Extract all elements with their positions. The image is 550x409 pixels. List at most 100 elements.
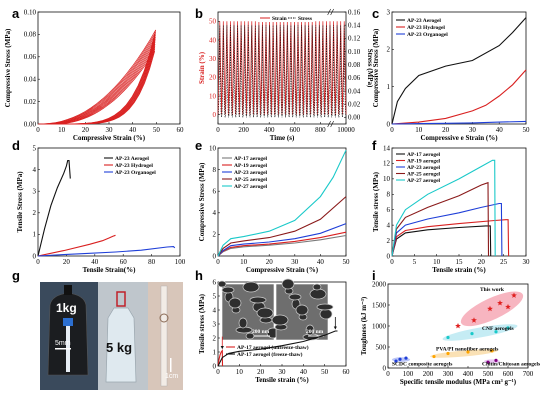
legend-entry-2: AP-19 aerogel (234, 163, 268, 169)
x-tick-label: 30 (469, 126, 477, 134)
sem-pore (271, 314, 289, 326)
x-tick-label: 200 (423, 370, 434, 378)
panel-letter-c: c (372, 6, 379, 21)
y-tick-label: 2000 (372, 280, 387, 288)
y2-tick-label: 0.00 (348, 114, 361, 122)
chart-c: 0 10 20 30 40 50 0 1 2 3 Compressive e Strain (%) C… (372, 8, 530, 142)
label-1kg: 1kg (56, 301, 77, 315)
sem-pore (295, 304, 309, 316)
y-tick-label: 1 (33, 231, 37, 239)
x-tick-label: 0 (390, 258, 394, 266)
series-line-stress (217, 25, 347, 118)
legend-entry-3: AP-23 aerogel (407, 165, 441, 171)
sem-pore (228, 297, 242, 309)
x-axis-label: Time (s) (270, 134, 295, 142)
scale-bar-5mm (55, 348, 71, 350)
x-tick-label: 20 (478, 258, 486, 266)
x-tick-label: 40 (129, 126, 137, 134)
x-tick-label: 0 (216, 258, 220, 266)
sample-strip (66, 322, 70, 372)
y-tick-label: 10 (209, 92, 217, 100)
y-axis-label: Compressive Stress (MPa) (4, 28, 12, 107)
series-line-1 (391, 225, 492, 257)
y-tick-label: 2 (387, 237, 391, 245)
legend-entry-5: AP-27 aerogel (234, 184, 268, 190)
series-line-5 (217, 149, 347, 257)
y-tick-label: 0 (33, 252, 37, 260)
x-tick-label: 800 (315, 126, 326, 134)
sem-pore (305, 324, 315, 336)
x-axis-label: Specific tensile modulus (MPa cm³ g⁻¹) (400, 378, 517, 386)
legend-entry-2: AP-19 aerogel (407, 159, 441, 165)
x-tick-label: 5 (413, 258, 417, 266)
legend-entry-strain: Strain (272, 16, 287, 22)
x-tick-label: 20 (442, 126, 450, 134)
legend-entry-1: AP-17 aerogel (407, 152, 441, 158)
series-line-5 (391, 159, 496, 257)
legend-entry-1: AP-23 Aerogel (407, 18, 441, 24)
x-tick-label: 10 (240, 258, 248, 266)
x-axis-label: Tensile Strain(%) (83, 266, 136, 274)
x-tick-label: 25 (500, 258, 508, 266)
legend-entry-1: AP-23 Aerogel (115, 156, 149, 162)
x-tick-label: 0 (36, 126, 40, 134)
y-tick-label: 1500 (372, 301, 387, 309)
y-tick-label: 1000 (372, 322, 387, 330)
scatter-star-point (487, 305, 493, 312)
hysteresis-loop-10 (52, 50, 156, 125)
sem-pore (312, 283, 322, 291)
x-tick-label: 30 (523, 258, 531, 266)
y-tick-label: 2 (213, 231, 217, 239)
y-tick-label: 0.04 (24, 76, 37, 84)
y-tick-label: 50 (209, 18, 217, 26)
y-tick-label: 3 (387, 8, 391, 16)
y-tick-label: 2 (213, 334, 217, 342)
label-1cm: 1cm (165, 373, 178, 380)
y-tick-label: 20 (209, 74, 217, 82)
y-tick-label: 3 (213, 320, 217, 328)
scatter-star-point (505, 303, 511, 310)
y-tick-label: 0.08 (24, 31, 37, 39)
x-tick-label: 30 (279, 368, 287, 376)
legend-entry-5: AP-27 aerogel (407, 178, 441, 184)
y-tick-label: 0.06 (24, 53, 37, 61)
sem-pore (238, 317, 248, 329)
hysteresis-loop-6 (46, 41, 156, 125)
sem-pore (316, 303, 334, 311)
x-tick-label: 10 (433, 258, 441, 266)
y-tick-label: 4 (33, 166, 37, 174)
x-tick-label: 20 (257, 368, 265, 376)
scatter-point-s3 (466, 350, 470, 354)
y2-tick-label: 0.14 (348, 21, 361, 29)
series-line-2 (37, 234, 116, 257)
chart-a: 0 10 20 30 40 50 60 0.00 0.02 0.04 0.06 0.08 0.10 Com… (4, 8, 184, 142)
x-tick-label: 50 (153, 126, 161, 134)
x-tick-label: 400 (264, 126, 275, 134)
scatter-annotation-3: PVA/PI nanofiber aerogels (436, 346, 498, 352)
hysteresis-loop-5 (44, 39, 156, 125)
x-tick-label: 40 (300, 368, 308, 376)
x-axis-label: Compressive e Strain (%) (420, 134, 498, 142)
plot-frame (217, 147, 347, 257)
y-tick-label: 0 (387, 120, 391, 128)
panel-letter-i: i (372, 268, 376, 283)
y-tick-label: 5 (213, 292, 217, 300)
x-tick-label: 40 (91, 258, 99, 266)
sem-pore (249, 296, 267, 304)
x-tick-label: 30 (291, 258, 299, 266)
x-tick-label: 40 (317, 258, 325, 266)
plot-frame (37, 147, 181, 257)
sem-pore (221, 286, 235, 294)
x-tick-label: 40 (496, 126, 504, 134)
y2-axis-label: Stress (MPa) (366, 49, 374, 88)
series-line-1 (37, 160, 71, 257)
y-tick-label: 4 (213, 306, 217, 314)
legend-background (258, 14, 314, 22)
weight-hook (64, 285, 72, 295)
x-tick-label: 100 (175, 258, 186, 266)
scatter-point-s2 (470, 332, 474, 336)
sample-clip (63, 318, 73, 326)
y-tick-label: 0.10 (24, 8, 37, 16)
x-tick-label: 0 (36, 258, 40, 266)
